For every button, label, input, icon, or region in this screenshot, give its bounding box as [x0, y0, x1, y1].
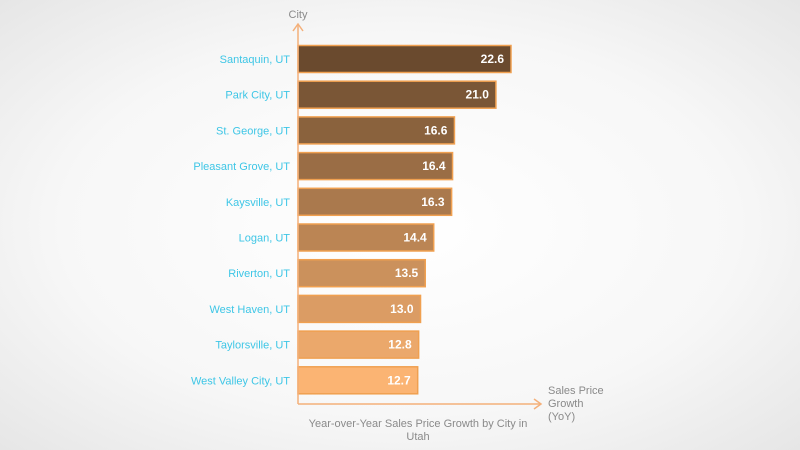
category-label: Santaquin, UT — [220, 54, 291, 66]
bar — [297, 187, 453, 217]
bar — [297, 151, 454, 181]
y-axis-arrow — [292, 22, 304, 32]
category-label: Taylorsville, UT — [215, 340, 290, 352]
value-label: 21.0 — [466, 88, 490, 102]
chart-title: Year-over-Year Sales Price Growth by Cit… — [309, 418, 528, 443]
value-label: 16.4 — [422, 159, 446, 173]
value-label: 13.5 — [395, 266, 419, 280]
value-label: 12.7 — [387, 373, 411, 387]
bar — [297, 44, 512, 74]
y-axis-title: City — [289, 9, 308, 21]
category-label: St. George, UT — [216, 125, 290, 137]
category-label: Riverton, UT — [228, 268, 290, 280]
value-label: 22.6 — [481, 52, 505, 66]
category-label: Kaysville, UT — [226, 197, 290, 209]
category-label: Pleasant Grove, UT — [193, 161, 290, 173]
value-label: 13.0 — [390, 302, 414, 316]
bar — [297, 294, 422, 324]
category-label: West Haven, UT — [210, 304, 291, 316]
bar — [297, 223, 435, 252]
value-label: 16.3 — [421, 195, 445, 209]
category-label: Logan, UT — [239, 233, 291, 245]
x-axis-arrow — [533, 398, 543, 410]
value-label: 16.6 — [424, 123, 448, 137]
value-label: 14.4 — [403, 231, 427, 245]
category-label: West Valley City, UT — [191, 375, 290, 387]
value-label: 12.8 — [388, 338, 412, 352]
category-label: Park City, UT — [225, 90, 290, 102]
bar — [297, 116, 456, 145]
x-axis-title: Sales Price Growth (YoY) — [548, 385, 604, 423]
